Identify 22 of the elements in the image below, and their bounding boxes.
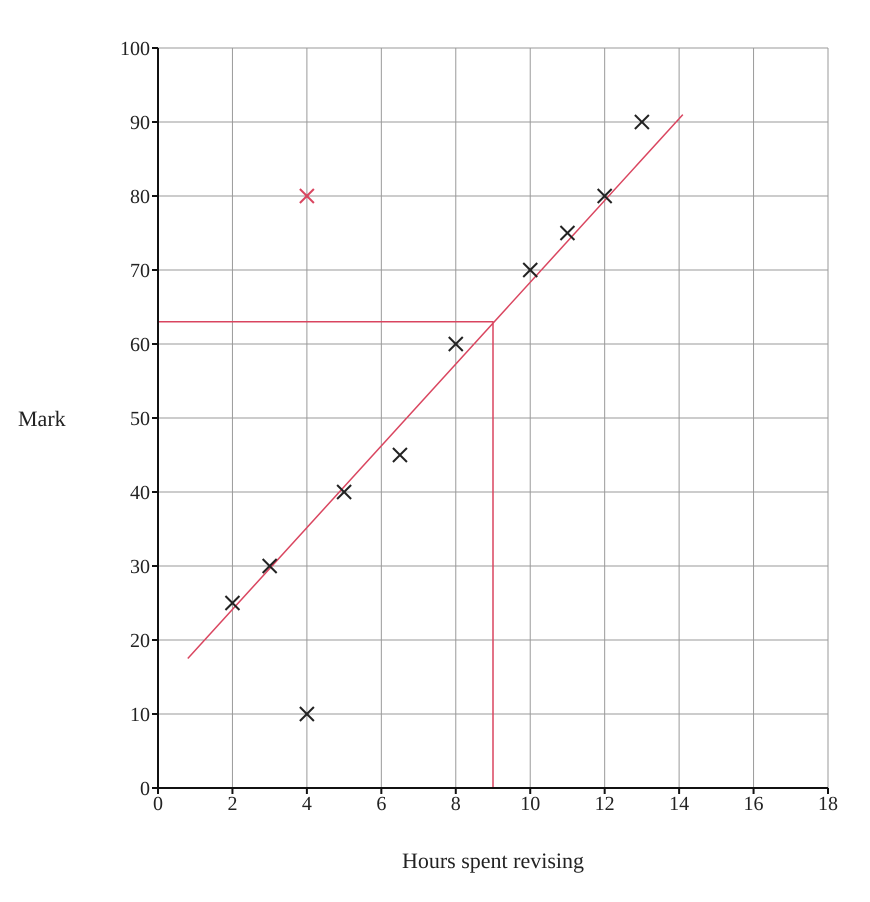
y-tick-label: 40 <box>130 482 150 504</box>
x-tick-label: 18 <box>818 793 838 816</box>
x-tick-label: 12 <box>594 793 615 816</box>
x-tick-label: 2 <box>227 793 238 816</box>
x-tick-label: 14 <box>669 793 690 816</box>
y-tick-label: 100 <box>120 38 150 60</box>
y-tick-label: 0 <box>140 778 150 800</box>
y-tick-label: 70 <box>130 260 150 282</box>
x-tick-label: 4 <box>302 793 312 816</box>
y-tick-label: 50 <box>130 408 150 430</box>
y-tick-label: 60 <box>130 334 150 356</box>
y-tick-label: 80 <box>130 186 150 208</box>
x-tick-label: 6 <box>376 793 386 816</box>
y-axis-title: Mark <box>18 406 66 431</box>
y-tick-label: 20 <box>130 630 150 652</box>
x-tick-label: 10 <box>520 793 540 816</box>
y-tick-label: 90 <box>130 112 150 134</box>
x-tick-label: 8 <box>450 793 461 816</box>
y-tick-label: 30 <box>130 556 150 578</box>
x-axis-title: Hours spent revising <box>402 848 584 873</box>
x-tick-label: 16 <box>744 793 764 816</box>
y-tick-label: 10 <box>130 704 150 726</box>
